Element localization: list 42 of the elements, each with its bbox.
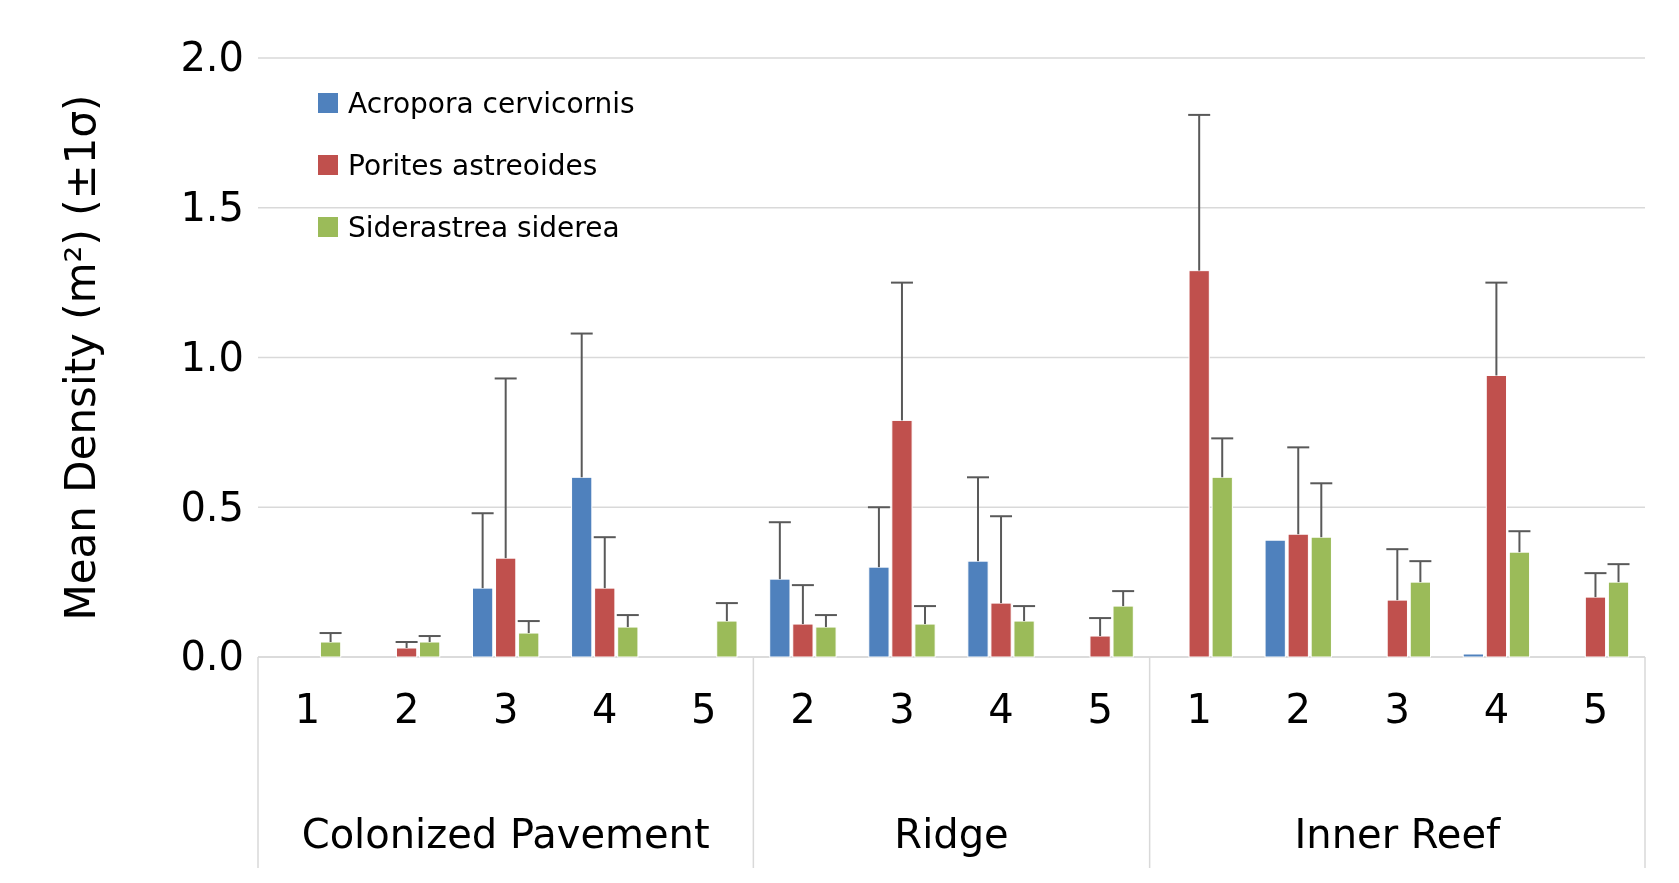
bar <box>1508 551 1531 658</box>
text: Colonized Pavement <box>301 811 710 857</box>
bar <box>1485 374 1508 658</box>
bar <box>319 641 342 658</box>
text: Ridge <box>894 811 1009 857</box>
y-tick-label: 2.0 <box>180 34 244 81</box>
x-tick-label: 5 <box>691 686 717 733</box>
bar <box>1607 581 1630 658</box>
bar <box>495 557 517 658</box>
legend-label: Siderastrea siderea <box>348 211 620 244</box>
x-tick-label: 4 <box>988 686 1014 733</box>
bar <box>395 647 418 658</box>
x-tick-label: 3 <box>1384 686 1411 733</box>
x-tick-label: 5 <box>1087 686 1113 733</box>
bar <box>1462 653 1484 658</box>
y-tick-label: 0.0 <box>180 633 244 680</box>
bar <box>1409 581 1432 658</box>
x-tick-label: 1 <box>294 686 321 733</box>
x-tick-label: 2 <box>790 686 816 733</box>
x-tick-label: 3 <box>889 686 915 733</box>
y-tick-label: 0.5 <box>180 483 244 530</box>
y-tick-label: 1.5 <box>180 184 244 231</box>
bar <box>571 476 593 658</box>
legend-label: Acropora cervicornis <box>348 87 635 120</box>
y-axis-title: Mean Density (m²) (±1σ) <box>56 94 105 621</box>
x-tick-label: 3 <box>492 686 519 733</box>
x-tick-label: 4 <box>1483 686 1510 733</box>
bar <box>1386 599 1408 658</box>
bar <box>518 632 540 658</box>
x-tick-label: 2 <box>393 686 420 733</box>
x-tick-label: 2 <box>1285 686 1311 733</box>
y-tick-label: 1.0 <box>180 333 244 380</box>
bar <box>1310 536 1332 658</box>
bar <box>1584 596 1607 658</box>
x-tick-label: 5 <box>1582 686 1609 733</box>
text: Inner Reef <box>1294 811 1502 857</box>
bar <box>471 587 494 658</box>
x-tick-label: 4 <box>592 686 618 733</box>
bar <box>716 620 738 658</box>
legend-label: Porites astreoides <box>348 149 598 182</box>
bar <box>419 641 441 658</box>
x-tick-label: 1 <box>1186 686 1212 733</box>
